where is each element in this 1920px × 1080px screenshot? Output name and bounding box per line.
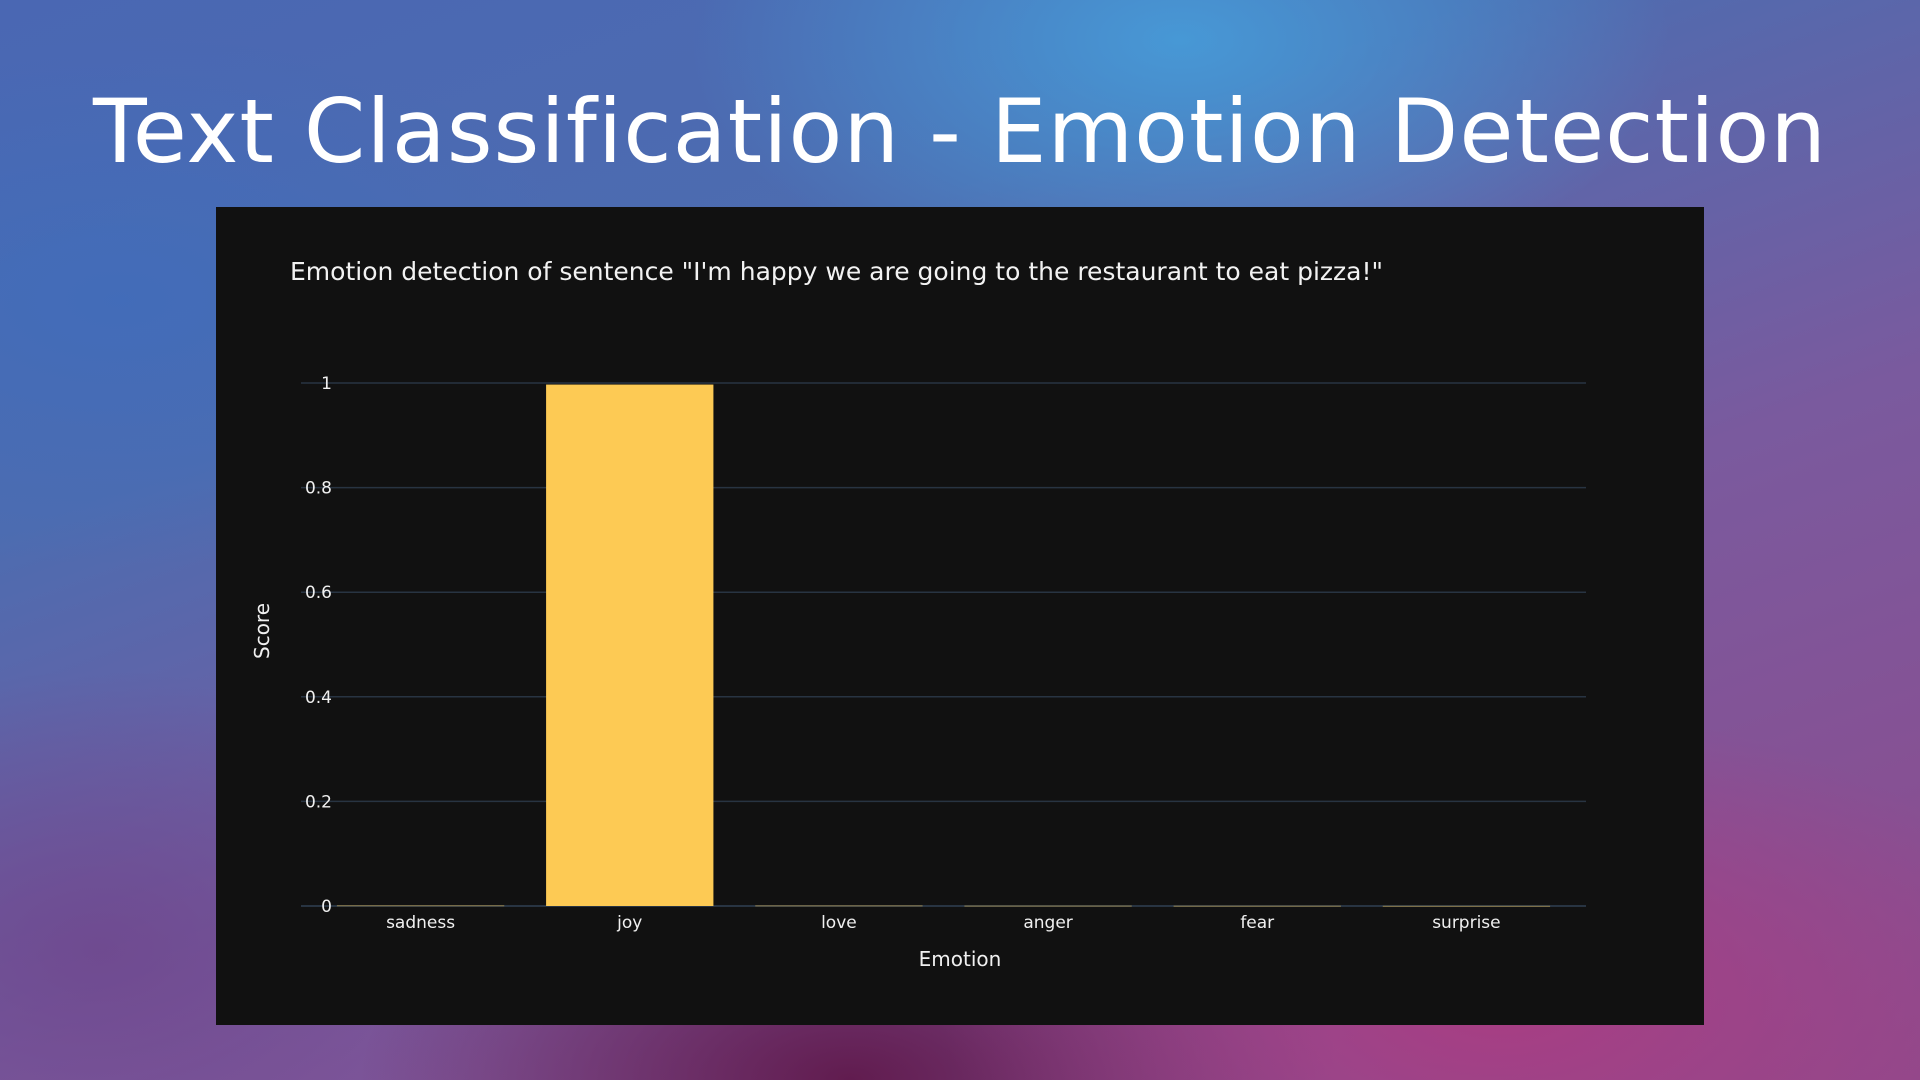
chart-panel: Emotion detection of sentence "I'm happy… xyxy=(216,207,1704,1025)
slide-title: Text Classification - Emotion Detection xyxy=(92,80,1828,183)
x-tick-label-joy: joy xyxy=(616,913,642,933)
x-tick-label-love: love xyxy=(821,913,857,933)
chart-title: Emotion detection of sentence "I'm happy… xyxy=(290,257,1383,286)
x-tick-label-surprise: surprise xyxy=(1432,913,1500,933)
y-tick-label: 0.6 xyxy=(305,583,332,603)
bar-joy xyxy=(546,384,714,907)
bar-fear xyxy=(1173,905,1341,907)
y-tick-label: 0.4 xyxy=(305,688,332,708)
bar-surprise xyxy=(1382,905,1551,907)
x-axis-title: Emotion xyxy=(919,947,1002,971)
bar-sadness xyxy=(336,905,505,907)
bar-love xyxy=(755,905,923,907)
x-tick-labels: sadness joy love anger fear surprise xyxy=(386,913,1501,933)
y-tick-label: 0.2 xyxy=(305,792,332,812)
bar-anger xyxy=(964,905,1132,907)
y-tick-labels: 0 0.2 0.4 0.6 0.8 1 xyxy=(305,374,332,917)
x-tick-label-fear: fear xyxy=(1240,913,1274,933)
y-axis-title: Score xyxy=(250,603,274,659)
y-tick-label: 0 xyxy=(321,897,332,917)
bars xyxy=(336,384,1551,907)
gridlines xyxy=(301,382,1586,907)
y-tick-label: 0.8 xyxy=(305,479,332,499)
x-tick-label-anger: anger xyxy=(1023,913,1072,933)
bar-chart: Emotion detection of sentence "I'm happy… xyxy=(250,257,1586,971)
y-tick-label: 1 xyxy=(321,374,332,394)
x-tick-label-sadness: sadness xyxy=(386,913,455,933)
